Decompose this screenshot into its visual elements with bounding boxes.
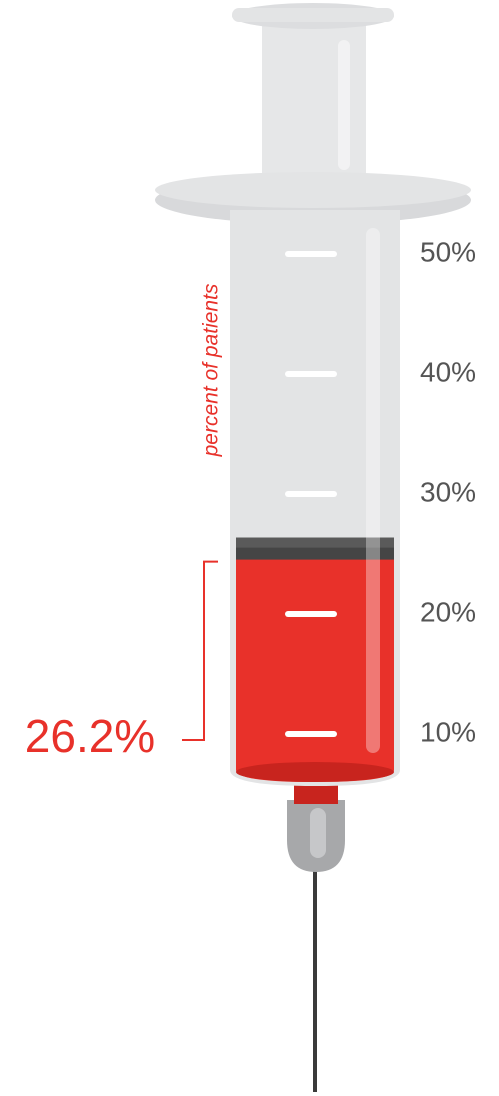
rod-highlight	[338, 40, 350, 170]
barrel-highlight	[366, 228, 380, 753]
flange-top	[155, 172, 471, 208]
leader-line	[182, 560, 218, 741]
stopper-top	[236, 537, 394, 548]
y-tick-label: 30%	[420, 476, 476, 507]
tick-mark	[285, 731, 337, 737]
value-label: 26.2%	[25, 710, 155, 762]
tick-mark	[285, 491, 337, 497]
y-axis-label: percent of patients	[200, 283, 223, 457]
y-tick-label: 20%	[420, 596, 476, 627]
plunger-cap-top	[232, 8, 394, 22]
tick-mark	[285, 611, 337, 617]
bar	[236, 539, 394, 782]
y-tick-label: 50%	[420, 236, 476, 267]
tick-mark	[285, 371, 337, 377]
tick-mark	[285, 251, 337, 257]
y-tick-label: 10%	[420, 716, 476, 747]
plunger-rod	[262, 20, 366, 190]
fill-group	[236, 537, 394, 782]
fill-bottom	[236, 762, 394, 782]
hub-highlight	[310, 808, 326, 858]
y-tick-label: 40%	[420, 356, 476, 387]
